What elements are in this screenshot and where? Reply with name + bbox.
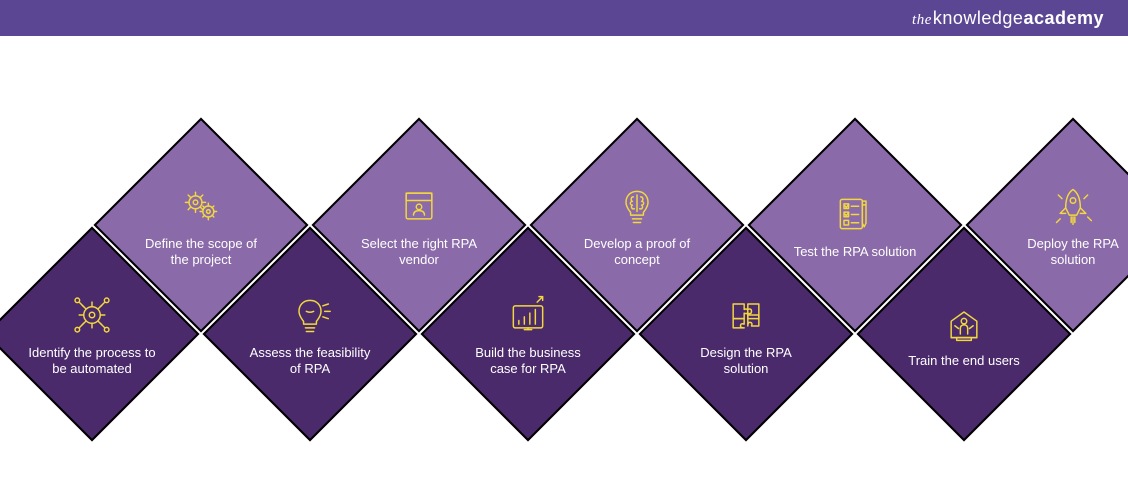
rocket-icon	[1049, 182, 1097, 230]
chart-up-icon	[504, 291, 552, 339]
step-label: Assess the feasibility of RPA	[245, 345, 375, 378]
step-label: Identify the process to be automated	[27, 345, 157, 378]
logo-academy: academy	[1023, 8, 1104, 28]
puzzle-icon	[722, 291, 770, 339]
logo-the: the	[912, 12, 932, 28]
checklist-icon	[831, 190, 879, 238]
gears-icon	[177, 182, 225, 230]
step-label: Deploy the RPA solution	[1008, 236, 1128, 269]
brain-bulb-icon	[613, 182, 661, 230]
step-label: Train the end users	[908, 353, 1020, 369]
vendor-icon	[395, 182, 443, 230]
step-label: Build the business case for RPA	[463, 345, 593, 378]
brand-logo: theknowledgeacademy	[912, 8, 1104, 29]
step-label: Design the RPA solution	[681, 345, 811, 378]
training-icon	[940, 299, 988, 347]
diamond-content: Deploy the RPA solution	[997, 149, 1128, 301]
lightbulb-idea-icon	[286, 291, 334, 339]
step-10: Deploy the RPA solution	[997, 149, 1128, 301]
flow-diagram: Identify the process to be automatedDefi…	[0, 36, 1128, 504]
gear-network-icon	[68, 291, 116, 339]
brand-header: theknowledgeacademy	[0, 0, 1128, 36]
logo-knowledge: knowledge	[933, 8, 1024, 28]
